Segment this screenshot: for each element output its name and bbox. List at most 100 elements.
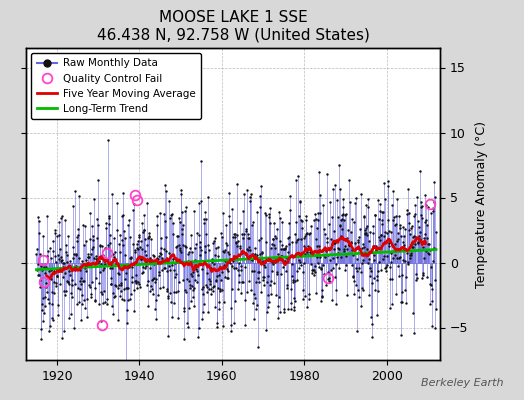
Point bbox=[191, 245, 199, 251]
Point bbox=[237, 266, 245, 273]
Point bbox=[193, 268, 201, 274]
Point bbox=[119, 212, 127, 218]
Point bbox=[392, 196, 401, 202]
Point bbox=[70, 264, 78, 270]
Point bbox=[332, 286, 341, 293]
Point bbox=[320, 226, 329, 232]
Point bbox=[181, 243, 189, 250]
Point bbox=[151, 316, 160, 322]
Point bbox=[374, 268, 382, 274]
Point bbox=[179, 242, 187, 248]
Point bbox=[238, 279, 247, 285]
Point bbox=[48, 300, 56, 307]
Point bbox=[196, 198, 205, 204]
Point bbox=[239, 234, 247, 241]
Point bbox=[357, 303, 365, 309]
Point bbox=[191, 256, 200, 263]
Point bbox=[50, 278, 58, 285]
Point bbox=[113, 200, 121, 206]
Point bbox=[153, 221, 161, 228]
Point bbox=[269, 261, 278, 268]
Point bbox=[334, 162, 343, 169]
Point bbox=[281, 246, 289, 252]
Point bbox=[143, 242, 151, 248]
Point bbox=[62, 242, 70, 248]
Point bbox=[351, 200, 359, 206]
Point bbox=[189, 294, 198, 300]
Point bbox=[225, 190, 233, 196]
Point bbox=[221, 273, 229, 280]
Point bbox=[66, 257, 74, 264]
Point bbox=[138, 246, 146, 252]
Point bbox=[176, 244, 184, 251]
Point bbox=[305, 296, 313, 302]
Point bbox=[203, 288, 212, 295]
Point bbox=[173, 243, 181, 249]
Point bbox=[219, 248, 227, 254]
Point bbox=[59, 328, 68, 334]
Point bbox=[329, 254, 337, 261]
Point bbox=[80, 265, 89, 272]
Point bbox=[127, 278, 136, 285]
Point bbox=[225, 212, 234, 219]
Point bbox=[344, 238, 352, 244]
Point bbox=[176, 247, 184, 253]
Point bbox=[327, 267, 335, 273]
Point bbox=[280, 244, 289, 251]
Point bbox=[269, 236, 277, 242]
Point bbox=[281, 254, 290, 261]
Point bbox=[388, 202, 396, 208]
Point bbox=[46, 244, 54, 251]
Point bbox=[353, 328, 361, 334]
Point bbox=[287, 286, 296, 293]
Point bbox=[306, 230, 314, 236]
Point bbox=[283, 285, 291, 291]
Point bbox=[226, 322, 235, 328]
Point bbox=[79, 222, 87, 229]
Point bbox=[405, 210, 413, 216]
Point bbox=[172, 258, 181, 265]
Point bbox=[150, 274, 158, 281]
Point bbox=[392, 255, 401, 261]
Point bbox=[32, 267, 41, 273]
Point bbox=[161, 234, 170, 240]
Point bbox=[147, 236, 155, 242]
Point bbox=[112, 282, 121, 289]
Point bbox=[41, 303, 50, 310]
Point bbox=[184, 278, 193, 284]
Point bbox=[270, 241, 279, 248]
Point bbox=[394, 230, 402, 236]
Point bbox=[384, 217, 392, 224]
Point bbox=[95, 301, 103, 308]
Point bbox=[296, 198, 304, 204]
Point bbox=[95, 258, 104, 264]
Point bbox=[417, 199, 425, 205]
Point bbox=[254, 344, 263, 350]
Point bbox=[207, 286, 215, 292]
Point bbox=[376, 208, 384, 214]
Point bbox=[99, 252, 107, 258]
Point bbox=[363, 246, 372, 252]
Point bbox=[300, 235, 308, 242]
Point bbox=[85, 261, 93, 267]
Point bbox=[270, 232, 279, 239]
Point bbox=[152, 276, 160, 283]
Point bbox=[170, 300, 178, 306]
Point bbox=[147, 283, 155, 290]
Point bbox=[166, 214, 174, 221]
Point bbox=[337, 212, 346, 218]
Point bbox=[125, 296, 134, 302]
Point bbox=[232, 265, 240, 272]
Point bbox=[83, 314, 91, 320]
Point bbox=[34, 272, 42, 279]
Point bbox=[103, 245, 112, 252]
Point bbox=[271, 245, 280, 252]
Point bbox=[429, 258, 438, 264]
Point bbox=[210, 283, 218, 290]
Point bbox=[424, 241, 433, 247]
Point bbox=[72, 252, 80, 258]
Point bbox=[276, 238, 285, 244]
Point bbox=[252, 295, 260, 301]
Point bbox=[97, 317, 105, 324]
Point bbox=[391, 291, 400, 298]
